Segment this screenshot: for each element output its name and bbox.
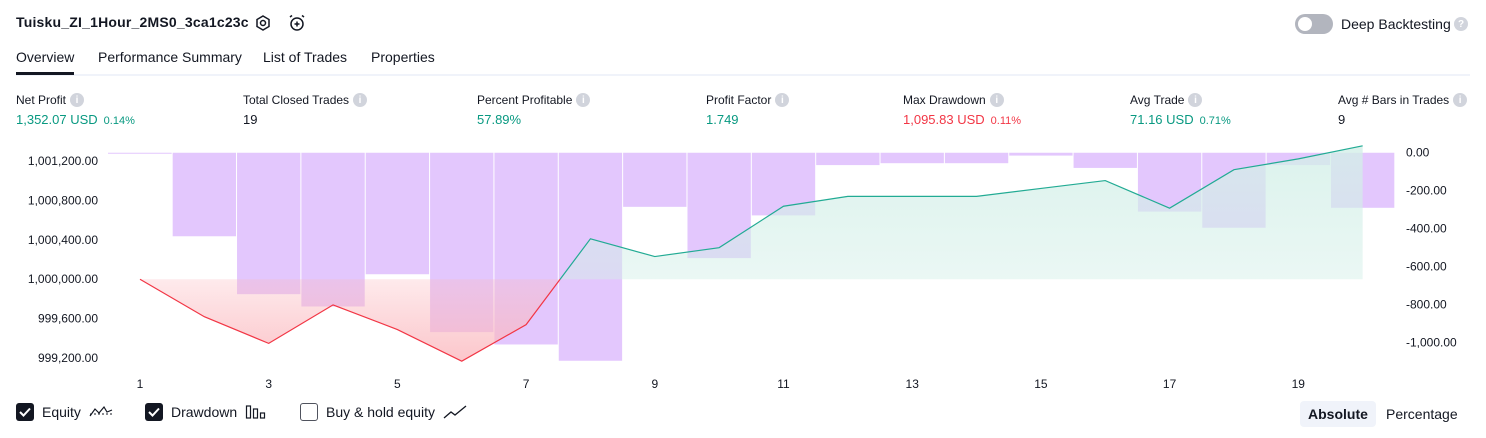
equity-line-icon [89, 405, 113, 417]
legend-equity[interactable]: Equity [16, 403, 113, 421]
right-axis-tick: -400.00 [1406, 222, 1447, 236]
left-axis-tick: 1,000,000.00 [28, 272, 98, 286]
right-axis-tick: -200.00 [1406, 184, 1447, 198]
deep-backtesting-toggle[interactable] [1295, 14, 1333, 34]
left-axis-tick: 1,000,400.00 [28, 233, 98, 247]
equity-checkbox[interactable] [16, 403, 34, 421]
metric-percent: 0.14% [103, 115, 135, 127]
x-axis-tick: 15 [1034, 377, 1048, 391]
drawdown-bar [623, 152, 687, 207]
x-axis-tick: 17 [1163, 377, 1177, 391]
metric-label: Avg Trade [1130, 93, 1185, 107]
metric-value: 1.749 [706, 112, 739, 127]
metric-percent-profitable: Percent Profitable i 57.89% [477, 93, 591, 127]
x-axis-tick: 1 [137, 377, 144, 391]
percentage-button[interactable]: Percentage [1386, 406, 1458, 422]
metric-avg-bars: Avg # Bars in Trades i 9 [1338, 93, 1468, 127]
equity-drawdown-chart[interactable]: 1,001,200.00 1,000,800.00 1,000,400.00 1,00… [0, 140, 1486, 395]
left-axis-tick: 999,200.00 [38, 351, 98, 365]
left-axis-tick: 1,001,200.00 [28, 154, 98, 168]
info-icon[interactable]: i [775, 93, 790, 107]
metric-value: 1,095.83 USD [903, 112, 985, 127]
x-axis-tick: 13 [906, 377, 920, 391]
tab-list-of-trades[interactable]: List of Trades [263, 49, 348, 65]
drawdown-bars-icon [246, 405, 266, 419]
legend-label: Buy & hold equity [326, 404, 435, 420]
metric-value: 19 [243, 112, 258, 127]
legend-buy-hold[interactable]: Buy & hold equity [300, 403, 467, 421]
metric-avg-trade: Avg Trade i 71.16 USD 0.71% [1130, 93, 1231, 127]
absolute-button[interactable]: Absolute [1300, 401, 1376, 427]
drawdown-bar [880, 152, 944, 164]
x-axis-tick: 9 [651, 377, 658, 391]
legend-label: Drawdown [171, 404, 238, 420]
metric-percent: 0.11% [990, 115, 1022, 127]
info-icon[interactable]: i [989, 93, 1004, 107]
deep-backtesting-label: Deep Backtesting [1341, 16, 1451, 32]
info-icon[interactable]: i [576, 93, 591, 107]
equity-profit-area [560, 145, 1363, 280]
metric-percent: 0.71% [1199, 115, 1231, 127]
drawdown-bar [1073, 152, 1137, 168]
x-axis-tick: 3 [265, 377, 272, 391]
left-axis-tick: 999,600.00 [38, 312, 98, 326]
settings-icon[interactable] [252, 12, 274, 34]
metric-label: Avg # Bars in Trades [1338, 93, 1450, 107]
left-axis-tick: 1,000,800.00 [28, 193, 98, 207]
info-icon[interactable]: i [1453, 93, 1468, 107]
info-icon[interactable]: i [1188, 93, 1203, 107]
metric-value: 1,352.07 USD [16, 112, 98, 127]
add-alert-icon[interactable] [286, 12, 308, 34]
drawdown-bar [944, 152, 1009, 164]
metric-value: 57.89% [477, 112, 522, 127]
legend-label: Equity [42, 404, 81, 420]
x-axis-tick: 5 [394, 377, 401, 391]
buy-hold-line-icon [443, 405, 467, 419]
metric-max-drawdown: Max Drawdown i 1,095.83 USD 0.11% [903, 93, 1021, 127]
drawdown-bar [365, 152, 430, 275]
metric-label: Max Drawdown [903, 93, 986, 107]
drawdown-bar [237, 152, 301, 295]
metric-label: Profit Factor [706, 93, 772, 107]
drawdown-bar [172, 152, 237, 237]
metric-value: 9 [1338, 112, 1346, 127]
buy-hold-checkbox[interactable] [300, 403, 318, 421]
equity-loss-area [140, 279, 561, 362]
metric-label: Total Closed Trades [243, 93, 350, 107]
tab-overview[interactable]: Overview [16, 49, 75, 75]
metric-value: 71.16 USD [1130, 112, 1194, 127]
right-axis-tick: -1,000.00 [1406, 336, 1457, 350]
equity-line-profit [559, 145, 1363, 280]
drawdown-checkbox[interactable] [145, 403, 163, 421]
right-axis-tick: 0.00 [1406, 146, 1430, 160]
metric-profit-factor: Profit Factor i 1.749 [706, 93, 790, 127]
x-axis-tick: 11 [777, 377, 790, 391]
x-axis-tick: 7 [523, 377, 530, 391]
right-axis-tick: -800.00 [1406, 298, 1447, 312]
info-icon[interactable]: i [70, 93, 85, 107]
strategy-title: Tuisku_ZI_1Hour_2MS0_3ca1c23c [16, 14, 249, 30]
info-icon[interactable]: i [353, 93, 368, 107]
metric-total-closed-trades: Total Closed Trades i 19 [243, 93, 368, 127]
drawdown-bar [108, 152, 172, 154]
drawdown-bar [1009, 152, 1073, 156]
metric-label: Percent Profitable [477, 93, 573, 107]
right-axis-tick: -600.00 [1406, 260, 1447, 274]
tab-bar: Overview Performance Summary List of Tra… [16, 44, 1470, 76]
metric-label: Net Profit [16, 93, 67, 107]
x-axis-tick: 19 [1292, 377, 1306, 391]
metric-net-profit: Net Profit i 1,352.07 USD 0.14% [16, 93, 135, 127]
tab-properties[interactable]: Properties [371, 49, 435, 65]
help-icon[interactable]: ? [1454, 17, 1468, 31]
legend-drawdown[interactable]: Drawdown [145, 403, 267, 421]
equity-line-loss [139, 278, 561, 362]
tab-performance-summary[interactable]: Performance Summary [98, 49, 242, 65]
drawdown-bar [816, 152, 880, 166]
